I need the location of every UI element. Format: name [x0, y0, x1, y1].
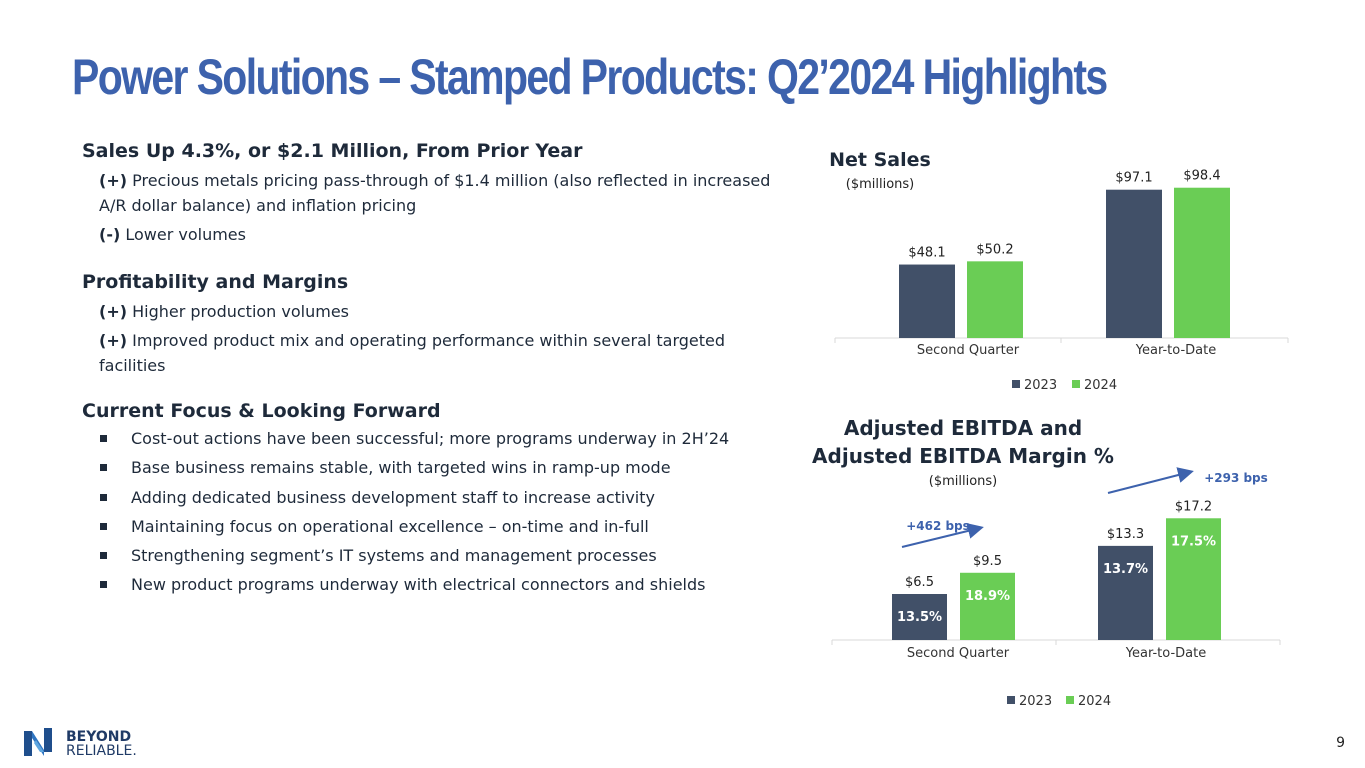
logo-text-line1: BEYOND [66, 729, 131, 745]
data-label: $9.5 [973, 554, 1002, 569]
data-label: $13.3 [1107, 527, 1144, 542]
bullet-square-icon [100, 552, 107, 560]
slide-title: Power Solutions – Stamped Products: Q2’2… [72, 49, 1108, 105]
legend-label: 2024 [1078, 694, 1111, 709]
legend-swatch-2023 [1012, 380, 1020, 388]
profit-heading: Profitability and Margins [82, 271, 349, 293]
category-label: Second Quarter [917, 343, 1020, 358]
chart-title: Adjusted EBITDA and [844, 416, 1082, 440]
item-text: Higher production volumes [127, 302, 350, 321]
bps-annotation: +462 bps [906, 519, 970, 533]
bar-2024-0 [960, 572, 1015, 640]
profit-item: (+) Higher production volumes [99, 299, 802, 324]
legend-swatch-2023 [1007, 696, 1015, 704]
adjusted-ebitda-chart: Adjusted EBITDA and Adjusted EBITDA Marg… [812, 416, 1281, 709]
bullet-square-icon [100, 464, 107, 472]
bar-2023-0 [899, 264, 955, 338]
legend-label: 2023 [1024, 378, 1057, 393]
data-label: $98.4 [1183, 169, 1220, 184]
margin-label: 17.5% [1171, 534, 1216, 549]
chart-title-line2: Adjusted EBITDA Margin % [812, 444, 1114, 468]
page-number: 9 [1336, 735, 1345, 751]
data-label: $48.1 [908, 246, 945, 261]
bullet-square-icon [100, 435, 107, 442]
chart-subtitle: ($millions) [846, 177, 915, 192]
list-item: Cost-out actions have been successful; m… [82, 424, 802, 453]
item-prefix: (+) [99, 171, 128, 190]
bps-annotation: +293 bps [1204, 471, 1268, 485]
sales-item-cont: A/R dollar balance) and inflation pricin… [99, 196, 417, 215]
bar-2024-1 [1166, 518, 1221, 640]
bar-2023-1 [1106, 189, 1162, 338]
legend-swatch-2024 [1066, 696, 1074, 704]
focus-heading: Current Focus & Looking Forward [82, 400, 441, 422]
bullet-square-icon [100, 493, 107, 501]
bar-2023-1 [1098, 545, 1153, 640]
net-sales-chart: Net Sales ($millions) $48.1 $97.1 $50.2 $98… [829, 149, 1289, 393]
list-item: Maintaining focus on operational excelle… [82, 512, 802, 541]
bullet-square-icon [100, 581, 107, 589]
highlights-panel: Sales Up 4.3%, or $2.1 Million, From Pri… [82, 140, 802, 600]
data-label: $50.2 [976, 242, 1013, 257]
margin-label: 13.7% [1103, 562, 1148, 577]
growth-arrow [1107, 467, 1194, 494]
logo-text-line2: RELIABLE. [66, 743, 137, 758]
data-label: $6.5 [905, 575, 934, 590]
list-item: New product programs underway with elect… [82, 570, 802, 599]
item-prefix: (-) [99, 225, 121, 244]
sales-item: (-) Lower volumes [99, 222, 802, 247]
category-label: Year-to-Date [1125, 646, 1206, 661]
bar-2023-0 [892, 594, 947, 640]
margin-label: 18.9% [965, 589, 1010, 604]
bar-2024-0 [967, 261, 1023, 338]
growth-arrow [901, 523, 984, 548]
data-label: $97.1 [1115, 171, 1152, 186]
legend-label: 2024 [1084, 378, 1117, 393]
item-prefix: (+) [99, 302, 128, 321]
category-label: Year-to-Date [1135, 343, 1216, 358]
sales-heading: Sales Up 4.3%, or $2.1 Million, From Pri… [82, 140, 583, 162]
item-text: Improved product mix and operating perfo… [127, 331, 726, 350]
data-label: $17.2 [1175, 499, 1212, 514]
legend-label: 2023 [1019, 694, 1052, 709]
list-item: Adding dedicated business development st… [82, 483, 802, 512]
company-logo: BEYOND RELIABLE. [24, 728, 137, 758]
item-text: Lower volumes [120, 225, 246, 244]
item-prefix: (+) [99, 331, 128, 350]
category-label: Second Quarter [907, 646, 1010, 661]
item-text: Precious metals pricing pass-through of … [127, 171, 771, 190]
legend-swatch-2024 [1072, 380, 1080, 388]
list-item: Strengthening segment’s IT systems and m… [82, 541, 802, 570]
sales-item: (+) Precious metals pricing pass-through… [99, 168, 802, 193]
profit-item-cont: facilities [99, 356, 166, 375]
bullet-square-icon [100, 522, 107, 530]
margin-label: 13.5% [897, 610, 942, 625]
chart-title: Net Sales [829, 149, 931, 171]
focus-bullets: Cost-out actions have been successful; m… [82, 424, 802, 600]
profit-item: (+) Improved product mix and operating p… [99, 328, 802, 353]
chart-subtitle: ($millions) [929, 474, 998, 489]
bar-2024-1 [1174, 187, 1230, 338]
list-item: Base business remains stable, with targe… [82, 453, 802, 482]
logo-mark-icon [24, 728, 52, 756]
